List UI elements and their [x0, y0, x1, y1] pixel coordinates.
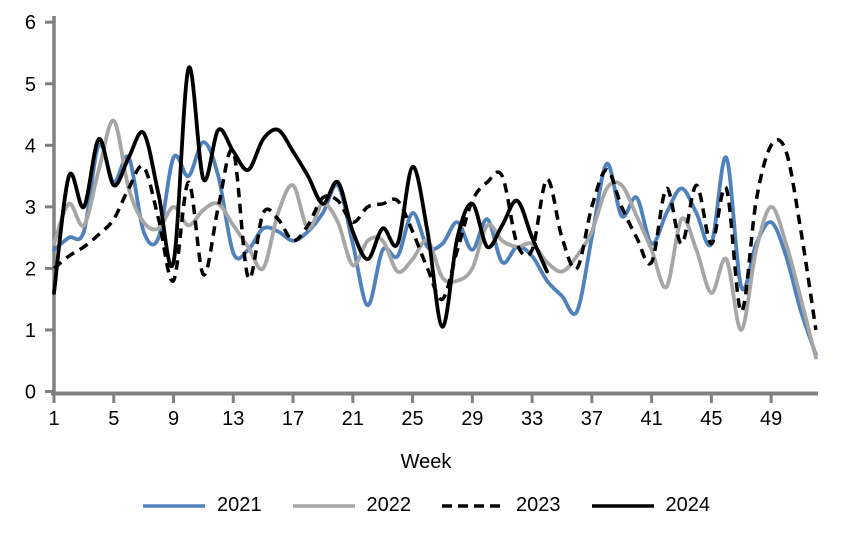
y-tick-label: 5 — [25, 74, 36, 96]
x-tick-label: 33 — [521, 408, 543, 430]
x-tick-label: 1 — [48, 408, 59, 430]
legend-label-2023: 2023 — [516, 494, 561, 516]
series-line-2021 — [52, 140, 818, 357]
y-tick-label: 1 — [25, 320, 36, 342]
legend-line-sample-2022 — [292, 503, 355, 508]
legend-item-2021: 2021 — [142, 494, 262, 517]
x-tick-label: 5 — [108, 408, 119, 430]
x-tick-label: 41 — [640, 408, 662, 430]
y-tick-label: 4 — [25, 135, 36, 157]
legend-item-2024: 2024 — [591, 494, 711, 517]
x-tick-label: 17 — [282, 408, 304, 430]
legend-label-2022: 2022 — [366, 494, 412, 516]
legend-item-2023: 2023 — [441, 494, 561, 517]
y-tick-label: 3 — [25, 197, 36, 219]
y-tick-label: 2 — [25, 258, 36, 280]
legend-label-2024: 2024 — [665, 494, 711, 516]
x-tick-label: 37 — [581, 408, 603, 430]
legend-label-2021: 2021 — [217, 494, 262, 516]
x-tick-label: 45 — [700, 408, 722, 430]
series-line-2022 — [52, 118, 818, 360]
x-tick-label: 9 — [168, 408, 179, 430]
y-tick-label: 6 — [25, 12, 36, 34]
y-tick-label: 0 — [25, 382, 36, 404]
x-tick-label: 21 — [342, 408, 364, 430]
chart-legend: 2021 2022 2023 2024 — [0, 494, 852, 517]
x-tick-label: 25 — [401, 408, 423, 430]
x-tick-label: 49 — [760, 408, 782, 430]
legend-item-2022: 2022 — [292, 494, 412, 517]
series-line-2023 — [52, 138, 818, 331]
legend-line-sample-2021 — [143, 503, 205, 508]
x-tick-label: 13 — [222, 408, 244, 430]
x-axis-title: Week — [400, 451, 452, 473]
legend-line-sample-2024 — [591, 503, 654, 508]
legend-line-sample-2023 — [442, 503, 504, 508]
series-line-2024 — [52, 65, 549, 329]
x-tick-label: 29 — [461, 408, 483, 430]
